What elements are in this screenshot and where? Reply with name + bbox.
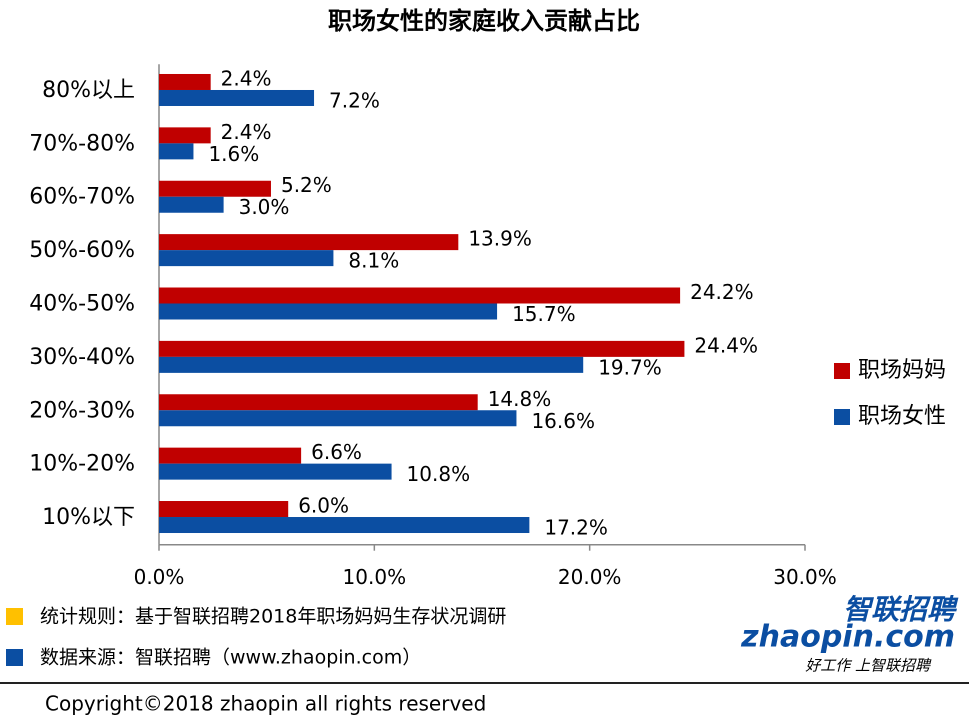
note-bullet (6, 608, 23, 625)
x-tick-label: 30.0% (773, 565, 837, 589)
bar (159, 196, 224, 213)
data-label: 19.7% (598, 355, 662, 379)
logo-site: zhaopin.com (740, 620, 955, 655)
data-label: 1.6% (208, 142, 259, 166)
data-label: 13.9% (468, 227, 532, 251)
data-label: 8.1% (348, 249, 399, 273)
y-tick-label: 10%-20% (29, 452, 135, 477)
footer-note: 数据来源：智联招聘（www.zhaopin.com） (40, 647, 421, 669)
data-label: 24.2% (690, 280, 754, 304)
legend-swatch (834, 409, 850, 425)
y-tick-label: 80%以上 (42, 78, 135, 103)
chart-title: 职场女性的家庭收入贡献占比 (328, 7, 640, 35)
bar (159, 356, 584, 373)
legend-swatch (834, 363, 850, 379)
logo-name: 智联招聘 (843, 593, 959, 626)
bar (159, 127, 211, 144)
bar (159, 394, 478, 411)
bar (159, 143, 194, 160)
data-label: 16.6% (531, 409, 595, 433)
footer-note: 统计规则：基于智联招聘2018年职场妈妈生存状况调研 (40, 606, 506, 628)
data-label: 2.4% (221, 120, 272, 144)
y-tick-label: 60%-70% (29, 185, 135, 210)
y-tick-label: 70%-80% (29, 131, 135, 156)
data-label: 17.2% (544, 516, 608, 540)
y-tick-label: 10%以下 (42, 505, 135, 530)
bar (159, 303, 498, 320)
copyright: Copyright©2018 zhaopin all rights reserv… (45, 692, 486, 716)
bar (159, 287, 681, 304)
data-label: 5.2% (281, 173, 332, 197)
data-label: 6.0% (298, 494, 349, 518)
bar (159, 517, 530, 534)
bar (159, 410, 517, 427)
bar (159, 89, 315, 106)
x-tick-label: 10.0% (343, 565, 407, 589)
y-tick-label: 50%-60% (29, 238, 135, 263)
bar (159, 447, 302, 464)
data-label: 6.6% (311, 440, 362, 464)
bar (159, 463, 392, 480)
data-label: 7.2% (329, 88, 380, 112)
y-tick-label: 40%-50% (29, 292, 135, 317)
bar (159, 340, 685, 357)
bar (159, 180, 271, 197)
x-tick-label: 20.0% (558, 565, 622, 589)
note-bullet (6, 649, 23, 666)
legend-label: 职场妈妈 (858, 358, 946, 383)
data-label: 14.8% (488, 387, 552, 411)
bar (159, 501, 289, 518)
bar (159, 234, 459, 251)
logo-slogan: 好工作 上智联招聘 (805, 657, 932, 675)
x-tick-label: 0.0% (134, 565, 185, 589)
y-tick-label: 30%-40% (29, 345, 135, 370)
y-tick-label: 20%-30% (29, 398, 135, 423)
bar (159, 250, 334, 267)
data-label: 24.4% (694, 333, 758, 357)
data-label: 15.7% (512, 302, 576, 326)
bar (159, 73, 211, 90)
data-label: 3.0% (239, 195, 290, 219)
data-label: 2.4% (221, 66, 272, 90)
legend-label: 职场女性 (858, 404, 946, 429)
data-label: 10.8% (407, 462, 471, 486)
